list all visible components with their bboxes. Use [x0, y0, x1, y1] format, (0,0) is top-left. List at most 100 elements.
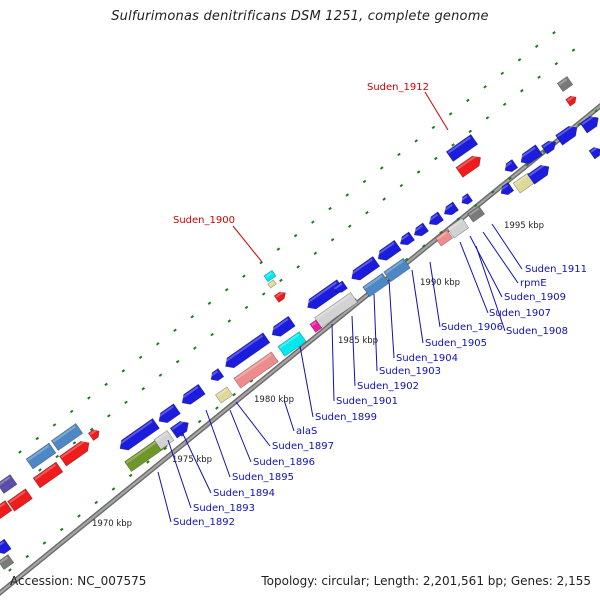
genome-backbone-highlight [0, 104, 600, 595]
tick-mark [104, 382, 108, 387]
gene-label[interactable]: Suden_1908 [506, 326, 568, 337]
gene-box-1892-sheen [125, 438, 161, 464]
gene-label[interactable]: Suden_1896 [253, 457, 315, 468]
gene-label[interactable]: Suden_1904 [396, 353, 458, 364]
tick-mark [279, 278, 283, 283]
rna-box-left-b [7, 488, 33, 512]
gene-label[interactable]: Suden_1899 [315, 412, 377, 423]
rna-arrow-1912-sheen [457, 154, 478, 170]
gene-label[interactable]: Suden_1907 [489, 308, 551, 319]
gene-box-magenta [309, 319, 323, 333]
tick-mark [365, 210, 369, 215]
tick-mark [431, 125, 436, 130]
gene-label[interactable]: Suden_1905 [425, 338, 487, 349]
gene-label[interactable]: alaS [296, 426, 317, 437]
gene-label[interactable]: Suden_1900 [173, 215, 235, 226]
kbp-label: 1975 kbp [172, 455, 212, 465]
gene-leader-line [411, 269, 424, 344]
gene-arrow-r6-shape [500, 182, 515, 196]
tick-mark [439, 230, 443, 235]
tick-mark [483, 85, 487, 89]
tick-mark [163, 446, 167, 451]
gene-arrow-1902-shape [399, 231, 416, 246]
gene-box-1892 [124, 436, 168, 472]
tick-mark [197, 419, 202, 424]
gene-arrow-r4 [555, 124, 578, 146]
tick-mark [502, 102, 507, 107]
tick-mark [577, 122, 581, 127]
rna-arrow-a-sheen [89, 429, 97, 436]
tick-mark [466, 98, 470, 103]
rna-arrow-a-shape [87, 429, 100, 441]
tick-mark [296, 265, 300, 269]
gene-arrow-1905-sheen [442, 203, 453, 212]
gene-arrow-1897 [270, 315, 296, 337]
kbp-label: 1990 kbp [420, 278, 460, 288]
gene-label[interactable]: Suden_1912 [367, 82, 429, 93]
gene-arrow-1899-sheen [349, 258, 373, 276]
tick-mark [25, 554, 30, 559]
gene-box-purple-sheen [0, 476, 11, 486]
gene-arrow-1902 [398, 231, 416, 246]
rna-arrow-top-shape [565, 95, 577, 107]
gene-label[interactable]: Suden_1903 [379, 366, 441, 377]
gene-box-1908-shape [446, 217, 470, 239]
gene-box-steel-a-sheen [27, 445, 50, 462]
tick-mark [397, 152, 401, 157]
gene-arrow-1897-shape [271, 315, 296, 337]
gene-leader-line [167, 439, 192, 509]
gene-label[interactable]: Suden_1892 [173, 517, 235, 528]
gene-label[interactable]: Suden_1902 [357, 381, 419, 392]
gene-label[interactable]: Suden_1893 [193, 503, 255, 514]
gene-arrow-r8-sheen [590, 147, 598, 153]
gene-label[interactable]: Suden_1894 [213, 488, 275, 499]
gene-arrow-1896 [223, 332, 271, 369]
gene-arrow-1896-sheen [223, 334, 264, 364]
rna-arrow-a [87, 429, 100, 441]
gene-arrow-r1-sheen [503, 161, 513, 169]
gene-leader-line [429, 261, 441, 328]
gene-box-1895-shape [214, 386, 234, 404]
gene-box-1899-cyan [277, 331, 307, 357]
tick-mark [490, 190, 495, 194]
gene-label[interactable]: Suden_1901 [336, 396, 398, 407]
gene-box-gray-bottom-sheen [0, 556, 9, 564]
gene-arrow-bottom-sheen [0, 541, 5, 549]
rna-box-left-a-sheen [0, 502, 6, 512]
gene-leader-line [235, 401, 271, 447]
gene-box-1908 [446, 217, 470, 239]
map-title: Sulfurimonas denitrificans DSM 1251, com… [111, 9, 489, 24]
rna-arrow-1912-shape [455, 155, 481, 178]
tick-mark [121, 369, 126, 373]
tick-mark [416, 170, 421, 174]
tick-mark [261, 292, 266, 296]
tick-mark [276, 247, 281, 251]
tick-mark [59, 527, 64, 532]
gene-box-magenta-shape [309, 319, 323, 333]
tick-mark [347, 224, 352, 228]
gene-arrow-alas-sheen [305, 281, 338, 305]
tick-mark [517, 58, 522, 62]
gene-box-1895-sheen [216, 388, 227, 397]
tick-mark [227, 319, 232, 323]
tick-mark [328, 206, 332, 211]
gene-arrow-1892 [117, 418, 160, 451]
gene-leader-line [232, 225, 263, 263]
tick-mark [404, 257, 409, 262]
gene-arrow-1893-shape [158, 403, 181, 424]
gene-label[interactable]: Suden_1906 [441, 322, 503, 333]
gene-label[interactable]: Suden_1911 [525, 264, 587, 275]
tick-mark [224, 287, 229, 292]
gene-arrow-small [333, 280, 348, 293]
gene-leader-line [331, 323, 335, 402]
tick-mark [35, 436, 40, 441]
gene-label[interactable]: Suden_1895 [232, 472, 294, 483]
gene-leader-line [469, 235, 503, 298]
gene-arrow-bottom-shape [0, 538, 12, 555]
gene-label[interactable]: Suden_1909 [504, 292, 566, 303]
gene-label[interactable]: rpmE [520, 278, 547, 289]
gene-arrow-1893b-sheen [171, 419, 186, 431]
tick-mark [414, 139, 418, 143]
gene-label[interactable]: Suden_1897 [272, 441, 334, 452]
gene-box-1901 [314, 292, 358, 328]
